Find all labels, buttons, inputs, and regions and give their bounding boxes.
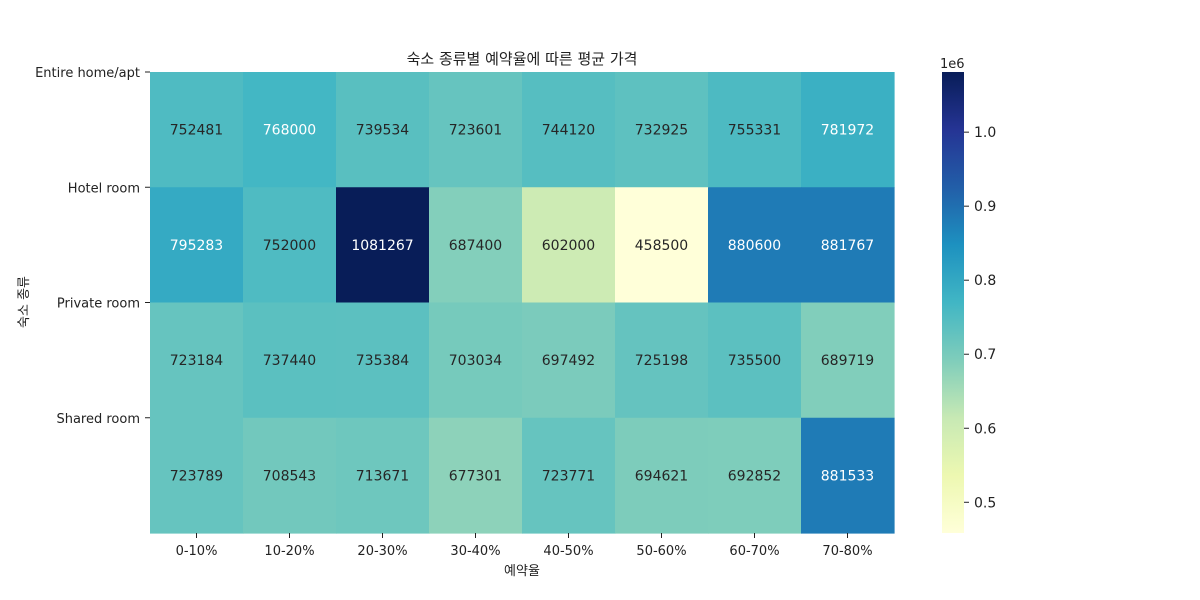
- heatmap-cell: [522, 302, 616, 419]
- cell-value-label: 881767: [821, 238, 874, 254]
- cell-value-label: 723789: [170, 468, 223, 484]
- heatmap-cell: [708, 417, 802, 534]
- heatmap-cell: [243, 72, 337, 188]
- cell-value-label: 755331: [728, 123, 781, 139]
- heatmap-cell: [243, 417, 337, 534]
- cell-value-label: 732925: [635, 123, 688, 139]
- heatmap-cell: [708, 72, 802, 188]
- heatmap-cell: [522, 417, 616, 534]
- y-tick-label: Hotel room: [68, 181, 140, 196]
- heatmap-cell: [429, 302, 523, 419]
- heatmap-cell: [801, 187, 895, 304]
- heatmap-cell: [429, 72, 523, 188]
- heatmap-cell: [336, 72, 430, 188]
- heatmap-cell: [243, 302, 337, 419]
- x-tick-label: 10-20%: [264, 544, 314, 559]
- cell-value-label: 723601: [449, 123, 502, 139]
- cell-value-label: 687400: [449, 238, 502, 254]
- cell-value-label: 692852: [728, 468, 781, 484]
- heatmap-cell: [150, 187, 244, 304]
- y-tick-label: Shared room: [56, 412, 140, 427]
- heatmap-cell: [801, 417, 895, 534]
- heatmap-cell: [708, 302, 802, 419]
- x-tick-label: 20-30%: [357, 544, 407, 559]
- cell-value-label: 781972: [821, 123, 874, 139]
- cell-value-label: 744120: [542, 123, 595, 139]
- chart-title: 숙소 종류별 예약율에 따른 평균 가격: [407, 50, 638, 68]
- cell-value-label: 735500: [728, 353, 781, 369]
- cell-value-label: 703034: [449, 353, 503, 369]
- colorbar-ticks: 0.5 0.6 0.7 0.8 0.9 1.0: [964, 125, 996, 511]
- x-tick-label: 30-40%: [450, 544, 500, 559]
- y-tick-label: Private room: [57, 297, 140, 312]
- x-tick-label: 0-10%: [176, 544, 218, 559]
- cell-value-label: 752481: [170, 123, 223, 139]
- x-axis-label: 예약율: [504, 564, 540, 579]
- cell-value-label: 458500: [635, 238, 688, 254]
- cell-value-label: 697492: [542, 353, 595, 369]
- cell-value-label: 880600: [728, 238, 781, 254]
- cell-value-label: 723771: [542, 468, 595, 484]
- heatmap-cell: [150, 72, 244, 188]
- cell-value-label: 677301: [449, 468, 502, 484]
- cell-value-label: 602000: [542, 238, 595, 254]
- heatmap-cell: [429, 187, 523, 304]
- cell-value-label: 708543: [263, 468, 316, 484]
- cell-value-label: 723184: [170, 353, 224, 369]
- heatmap-cell: [150, 417, 244, 534]
- heatmap-cell: [522, 187, 616, 304]
- cell-value-label: 739534: [356, 123, 410, 139]
- x-tick-label: 40-50%: [543, 544, 593, 559]
- y-tick-label: Entire home/apt: [35, 66, 140, 81]
- colorbar-tick-label: 0.9: [974, 199, 996, 215]
- heatmap-cell: [615, 417, 709, 534]
- colorbar-tick-label: 0.7: [974, 347, 996, 363]
- colorbar-tick-label: 0.5: [974, 495, 996, 511]
- y-axis-ticks: Entire home/apt Hotel room Private room Sha…: [35, 66, 150, 427]
- heatmap-cell: [336, 302, 430, 419]
- cell-value-label: 768000: [263, 123, 316, 139]
- cell-value-label: 735384: [356, 353, 410, 369]
- heatmap-cells: 752481 768000 739534 723601 744120 732925 7553…: [150, 72, 895, 534]
- heatmap-cell: [615, 187, 709, 304]
- cell-value-label: 1081267: [351, 238, 413, 254]
- heatmap-cell: [801, 302, 895, 419]
- y-axis-label: 숙소 종류: [17, 276, 32, 328]
- cell-value-label: 689719: [821, 353, 874, 369]
- cell-value-label: 795283: [170, 238, 223, 254]
- cell-value-label: 881533: [821, 468, 874, 484]
- colorbar-tick-label: 0.8: [974, 273, 996, 289]
- heatmap-cell: [615, 72, 709, 188]
- heatmap-cell: [708, 187, 802, 304]
- heatmap-cell: [429, 417, 523, 534]
- cell-value-label: 752000: [263, 238, 316, 254]
- cell-value-label: 694621: [635, 468, 688, 484]
- x-tick-label: 50-60%: [636, 544, 686, 559]
- heatmap-cell: [336, 187, 430, 304]
- heatmap-cell: [336, 417, 430, 534]
- heatmap-cell: [243, 187, 337, 304]
- colorbar: [942, 72, 964, 533]
- cell-value-label: 713671: [356, 468, 409, 484]
- cell-value-label: 737440: [263, 353, 316, 369]
- colorbar-tick-label: 1.0: [974, 125, 996, 141]
- colorbar-tick-label: 0.6: [974, 421, 996, 437]
- heatmap-cell: [615, 302, 709, 419]
- cell-value-label: 725198: [635, 353, 688, 369]
- heatmap-cell: [522, 72, 616, 188]
- x-tick-label: 70-80%: [822, 544, 872, 559]
- x-tick-label: 60-70%: [729, 544, 779, 559]
- heatmap-cell: [801, 72, 895, 188]
- heatmap-cell: [150, 302, 244, 419]
- colorbar-multiplier: 1e6: [940, 57, 965, 72]
- x-axis-ticks: 0-10% 10-20% 20-30% 30-40% 40-50% 50-60% 60-70…: [176, 533, 873, 559]
